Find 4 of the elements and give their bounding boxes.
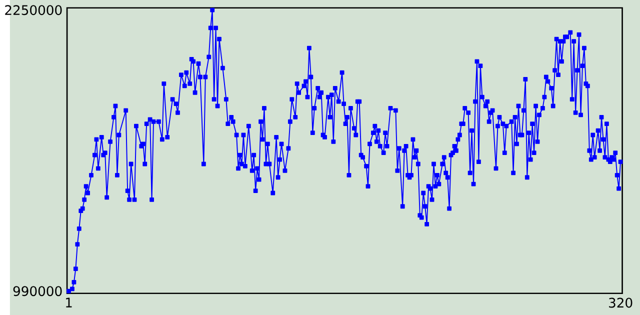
x-tick-label: 1 bbox=[66, 298, 72, 308]
x-tick-label: 320 bbox=[609, 298, 632, 308]
y-tick-label: 990000 bbox=[13, 286, 62, 296]
y-tick-label: 2250000 bbox=[5, 5, 62, 16]
